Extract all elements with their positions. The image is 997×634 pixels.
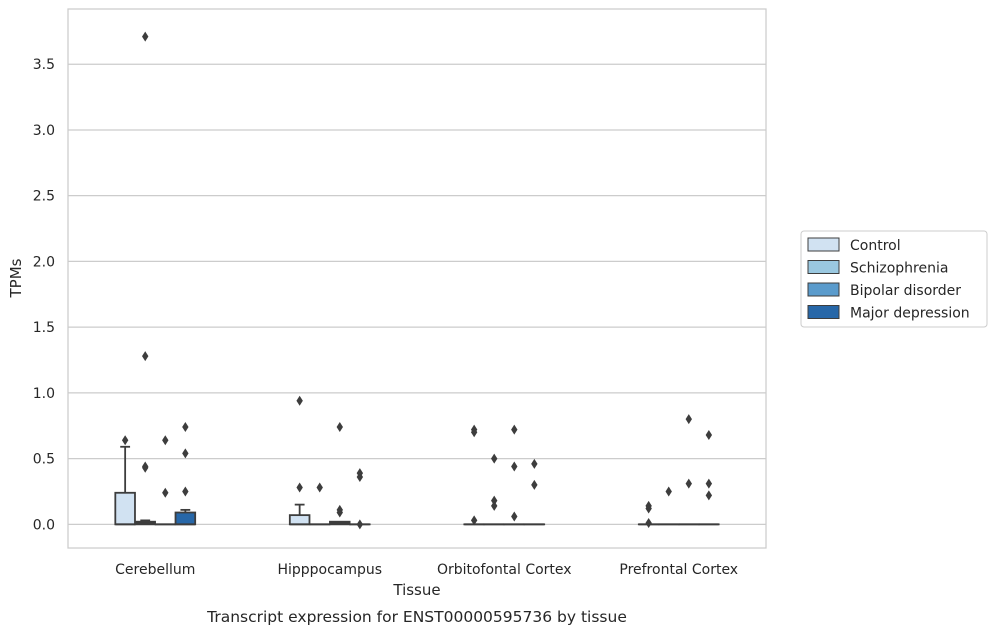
outlier-point: [665, 486, 672, 497]
outlier-point: [705, 478, 713, 489]
legend-label: Bipolar disorder: [850, 283, 961, 299]
box: [463, 424, 485, 526]
outlier-point: [121, 435, 129, 446]
box: [698, 429, 720, 526]
outlier-point: [705, 490, 713, 501]
box: [523, 458, 546, 526]
box: [134, 31, 156, 526]
outlier-point: [336, 504, 343, 515]
y-tick-label: 2.5: [33, 189, 55, 205]
outlier-point: [491, 495, 498, 506]
outlier-point: [511, 424, 518, 435]
x-tick-label: Hipppocampus: [277, 562, 382, 578]
legend-swatch: [807, 282, 840, 297]
y-tick-label: 2.0: [33, 254, 55, 270]
legend-label: Major depression: [850, 306, 970, 322]
outlier-point: [162, 435, 169, 446]
outlier-point: [142, 351, 149, 362]
box: [288, 395, 311, 526]
box: [174, 422, 197, 526]
outlier-point: [296, 395, 303, 406]
outlier-point: [511, 461, 518, 472]
box: [114, 435, 136, 526]
outlier-point: [645, 500, 652, 511]
y-tick-label: 1.5: [33, 320, 55, 336]
legend-swatch: [807, 237, 840, 252]
box-plots: [114, 31, 720, 530]
y-tick-label: 1.0: [33, 386, 55, 402]
outlier-point: [336, 422, 343, 433]
legend: Control Schizophrenia Bipolar disorder Majo…: [800, 230, 988, 328]
legend-swatch: [807, 305, 840, 319]
outlier-point: [491, 500, 498, 511]
outlier-point: [685, 478, 692, 489]
x-axis-ticks: Cerebellum Hipppocampus Orbitofontal Corte…: [115, 562, 738, 578]
box: [329, 422, 351, 526]
outlier-point: [470, 424, 478, 435]
x-tick-label: Orbitofontal Cortex: [437, 562, 572, 578]
outlier-point: [356, 519, 364, 530]
outlier-point: [316, 482, 323, 493]
y-axis-ticks: 0.0 0.5 1.0 1.5 2.0 2.5 3.0 3.5: [33, 57, 55, 533]
plot-frame: [67, 8, 767, 549]
outlier-point: [491, 453, 498, 464]
box: [483, 453, 505, 526]
plot-background: [68, 9, 766, 548]
box: [349, 468, 371, 530]
box-body: [174, 511, 197, 526]
legend-swatch: [807, 260, 840, 274]
y-tick-label: 0.0: [33, 517, 55, 533]
outlier-point: [645, 518, 652, 529]
legend-label: Schizophrenia: [850, 261, 948, 277]
outlier-point: [182, 422, 189, 433]
y-tick-label: 0.5: [33, 452, 55, 468]
y-tick-label: 3.5: [33, 57, 55, 73]
box-body: [114, 491, 136, 526]
outlier-point: [182, 448, 189, 459]
outlier-point: [296, 482, 303, 493]
legend-frame: [800, 230, 988, 328]
outlier-point: [182, 486, 189, 497]
outlier-point: [162, 487, 169, 498]
outlier-point: [142, 31, 149, 42]
grid-lines: [68, 63, 766, 525]
outlier-point: [705, 429, 713, 440]
y-axis-label: TPMs: [7, 258, 25, 298]
x-tick-label: Prefrontal Cortex: [619, 562, 738, 578]
outlier-point: [142, 461, 149, 472]
outlier-point: [685, 414, 692, 425]
chart-caption: Transcript expression for ENST0000059573…: [206, 608, 627, 626]
outlier-point: [511, 511, 518, 522]
x-tick-label: Cerebellum: [115, 562, 195, 578]
box-body: [288, 514, 311, 526]
outlier-point: [531, 458, 538, 469]
y-tick-label: 3.0: [33, 123, 55, 139]
x-axis-label: Tissue: [392, 581, 440, 599]
legend-label: Control: [850, 238, 901, 254]
outlier-point: [356, 468, 364, 479]
outlier-point: [531, 479, 538, 490]
outlier-point: [470, 515, 478, 526]
